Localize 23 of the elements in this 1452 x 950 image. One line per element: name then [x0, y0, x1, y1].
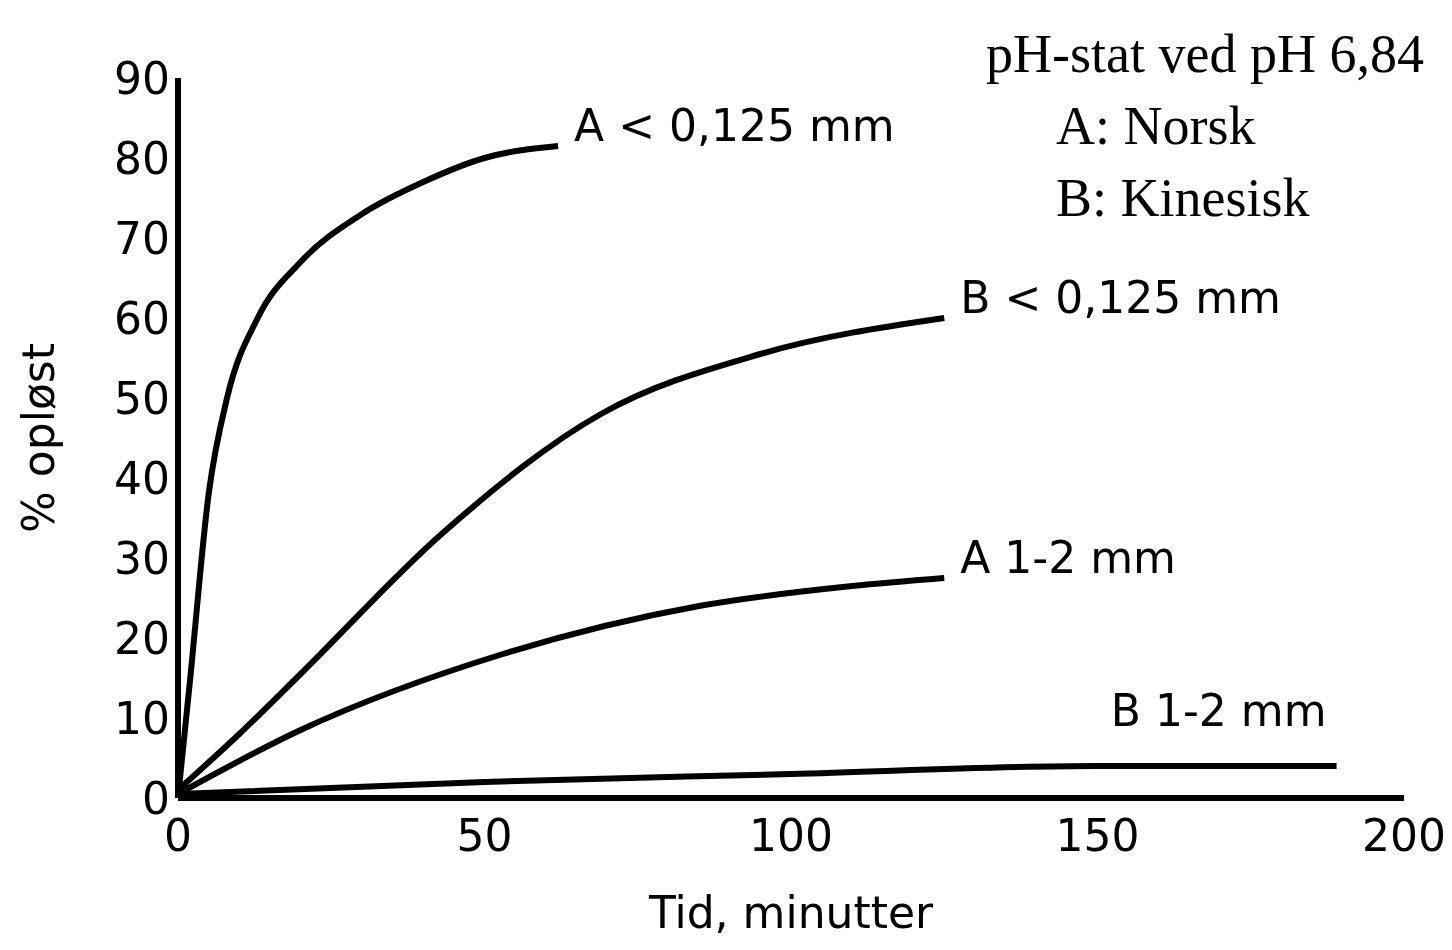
y-tick-label: 80 [114, 132, 170, 184]
x-tick-label: 200 [1362, 810, 1446, 862]
y-tick-label: 30 [114, 532, 170, 584]
x-tick-label: 150 [1055, 810, 1140, 862]
annotation: A: Norsk [1055, 95, 1257, 158]
series-label: A < 0,125 mm [574, 100, 895, 151]
y-tick-label: 0 [142, 772, 170, 824]
y-tick-label: 90 [114, 52, 170, 104]
y-tick-label: 70 [114, 212, 170, 264]
series-label: B < 0,125 mm [960, 272, 1281, 323]
series-label: A 1-2 mm [960, 532, 1176, 583]
y-tick-label: 40 [114, 452, 170, 504]
y-tick-label: 50 [114, 372, 170, 424]
annotation: B: Kinesisk [1055, 167, 1311, 230]
x-tick-label: 50 [456, 810, 513, 862]
x-tick-label: 100 [749, 810, 833, 862]
y-tick-label: 60 [114, 292, 170, 344]
series-label: B 1-2 mm [1110, 685, 1327, 736]
y-tick-label: 10 [114, 692, 170, 744]
y-axis-title: % opløst [12, 343, 64, 533]
x-axis-title: Tid, minutter [647, 887, 934, 938]
annotation: pH-stat ved pH 6,84 [986, 23, 1424, 86]
y-tick-label: 20 [114, 612, 170, 664]
